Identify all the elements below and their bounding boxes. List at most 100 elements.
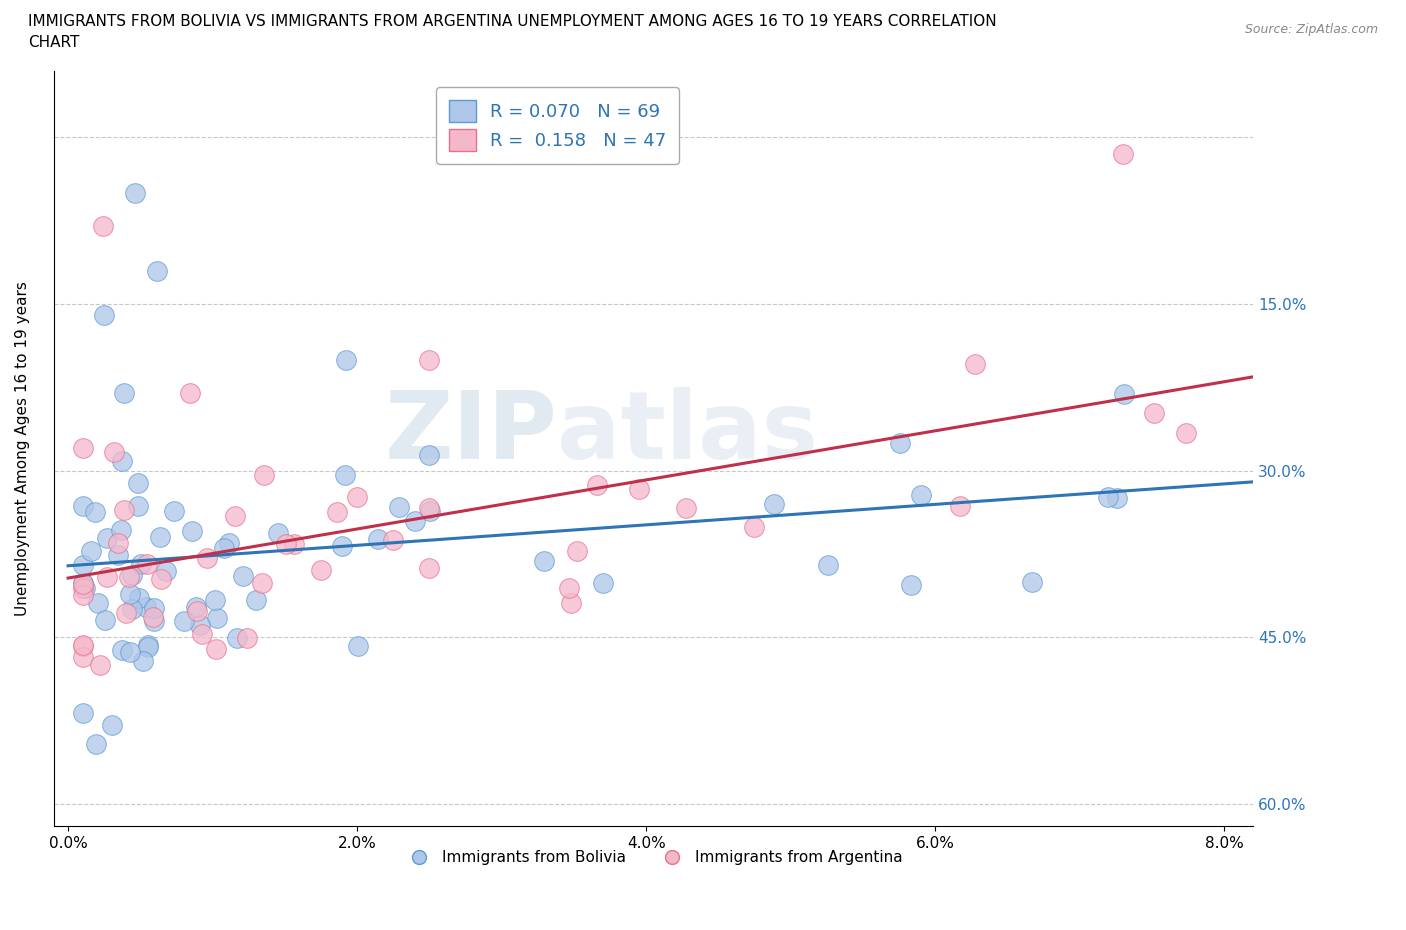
Point [744, 519, 766, 534]
Point [72, 706, 94, 721]
Point [335, 352, 357, 367]
Text: Source: ZipAtlas.com: Source: ZipAtlas.com [1244, 23, 1378, 36]
Point [94, 613, 117, 628]
Point [142, 614, 165, 629]
Point [80, 543, 103, 558]
Point [1097, 489, 1119, 504]
Point [382, 532, 405, 547]
Point [135, 600, 157, 615]
Point [586, 477, 609, 492]
Point [127, 476, 149, 491]
Point [235, 631, 257, 645]
Point [146, 263, 169, 278]
Point [418, 560, 440, 575]
Point [142, 601, 165, 616]
Point [330, 539, 353, 554]
Point [188, 618, 211, 632]
Point [274, 537, 297, 551]
Point [762, 497, 785, 512]
Point [114, 605, 136, 620]
Point [186, 604, 208, 618]
Point [1112, 147, 1135, 162]
Point [128, 591, 150, 605]
Point [89, 658, 111, 672]
Point [910, 487, 932, 502]
Point [127, 499, 149, 514]
Point [107, 548, 129, 563]
Point [124, 185, 146, 200]
Point [184, 599, 207, 614]
Point [404, 514, 426, 529]
Point [118, 570, 141, 585]
Point [84, 737, 107, 751]
Point [110, 522, 132, 537]
Point [558, 580, 581, 595]
Point [118, 644, 141, 659]
Point [96, 530, 118, 545]
Point [419, 504, 441, 519]
Point [218, 536, 240, 551]
Text: IMMIGRANTS FROM BOLIVIA VS IMMIGRANTS FROM ARGENTINA UNEMPLOYMENT AMONG AGES 16 : IMMIGRANTS FROM BOLIVIA VS IMMIGRANTS FR… [28, 14, 997, 29]
Point [335, 468, 357, 483]
Point [1174, 426, 1197, 441]
Point [72, 588, 94, 603]
Point [121, 602, 143, 617]
Point [1021, 575, 1043, 590]
Point [592, 576, 614, 591]
Point [245, 592, 267, 607]
Point [205, 611, 228, 626]
Point [204, 592, 226, 607]
Point [533, 553, 555, 568]
Point [93, 308, 115, 323]
Legend: Immigrants from Bolivia, Immigrants from Argentina: Immigrants from Bolivia, Immigrants from… [398, 844, 908, 871]
Point [252, 575, 274, 590]
Text: CHART: CHART [28, 35, 80, 50]
Point [565, 544, 588, 559]
Point [418, 448, 440, 463]
Point [347, 638, 370, 653]
Y-axis label: Unemployment Among Ages 16 to 19 years: Unemployment Among Ages 16 to 19 years [15, 281, 30, 616]
Point [93, 219, 115, 233]
Point [224, 509, 246, 524]
Point [72, 576, 94, 591]
Text: atlas: atlas [557, 387, 818, 479]
Point [149, 571, 172, 586]
Point [107, 535, 129, 550]
Point [346, 489, 368, 504]
Point [889, 435, 911, 450]
Point [326, 504, 349, 519]
Point [136, 640, 159, 655]
Point [112, 385, 135, 400]
Point [96, 570, 118, 585]
Point [418, 352, 440, 367]
Point [283, 537, 305, 551]
Point [72, 441, 94, 456]
Point [190, 627, 212, 642]
Point [163, 503, 186, 518]
Point [963, 356, 986, 371]
Text: ZIP: ZIP [385, 387, 557, 479]
Point [627, 482, 650, 497]
Point [1114, 387, 1136, 402]
Point [87, 595, 110, 610]
Point [100, 718, 122, 733]
Point [129, 557, 152, 572]
Point [675, 500, 697, 515]
Point [560, 595, 582, 610]
Point [149, 529, 172, 544]
Point [121, 567, 143, 582]
Point [132, 654, 155, 669]
Point [949, 498, 972, 513]
Point [111, 454, 134, 469]
Point [112, 502, 135, 517]
Point [226, 631, 249, 645]
Point [195, 551, 218, 565]
Point [418, 501, 440, 516]
Point [1143, 405, 1166, 420]
Point [72, 581, 94, 596]
Point [367, 532, 389, 547]
Point [253, 468, 276, 483]
Point [118, 586, 141, 601]
Point [72, 638, 94, 653]
Point [267, 525, 290, 540]
